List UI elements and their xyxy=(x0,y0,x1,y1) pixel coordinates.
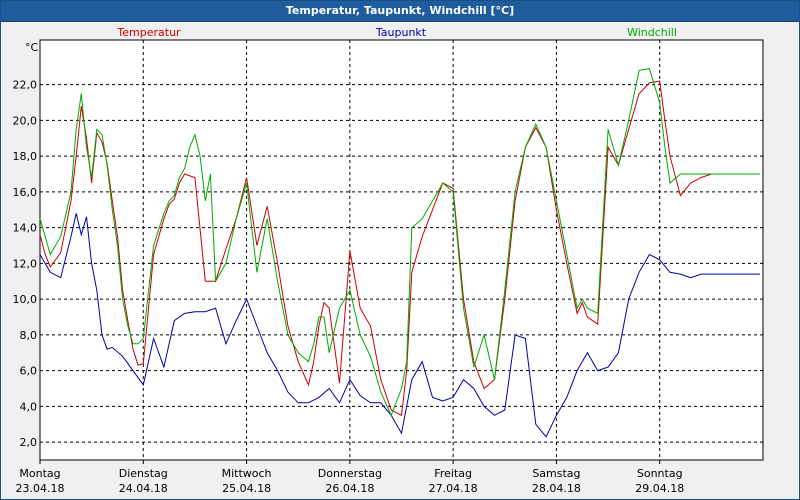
x-tick-label-day: Sonntag xyxy=(637,467,683,480)
legend-taupunkt: Taupunkt xyxy=(375,26,427,39)
series-line-temperatur xyxy=(39,80,760,417)
x-tick-label-day: Donnerstag xyxy=(318,467,382,480)
x-tick-label-day: Freitag xyxy=(434,467,472,480)
x-tick-label-date: 27.04.18 xyxy=(429,482,478,495)
y-tick-label: 18,0 xyxy=(13,150,38,163)
y-tick-label: 14,0 xyxy=(13,222,38,235)
y-tick-label: 22,0 xyxy=(13,79,38,92)
x-tick-label-date: 29.04.18 xyxy=(635,482,684,495)
y-tick-label: 12,0 xyxy=(13,257,38,270)
y-tick-label: 6,0 xyxy=(20,365,38,378)
y-tick-label: 16,0 xyxy=(13,186,38,199)
x-tick-label-date: 26.04.18 xyxy=(325,482,374,495)
x-tick-label-day: Montag xyxy=(19,467,60,480)
y-tick-label: 8,0 xyxy=(20,329,38,342)
x-tick-label-day: Samstag xyxy=(532,467,580,480)
series-line-windchill xyxy=(39,68,760,417)
legend-windchill: Windchill xyxy=(627,26,677,39)
x-tick-label-date: 25.04.18 xyxy=(222,482,271,495)
chart-area: 2,0 4,0 6,0 8,0 10,0 12,0 14,0 16,0 18,0 20,0 22,0… xyxy=(13,26,764,495)
window-title: Temperatur, Taupunkt, Windchill [°C] xyxy=(1,1,799,22)
x-tick-label-day: Dienstag xyxy=(119,467,168,480)
x-tick-label-date: 24.04.18 xyxy=(119,482,168,495)
x-tick-label-date: 28.04.18 xyxy=(532,482,581,495)
plot-area xyxy=(39,39,764,461)
y-tick-label: 20,0 xyxy=(13,114,38,127)
y-tick-label: 10,0 xyxy=(13,293,38,306)
x-tick-label-date: 23.04.18 xyxy=(16,482,65,495)
y-tick-label: 4,0 xyxy=(20,400,38,413)
x-tick-label-day: Mittwoch xyxy=(222,467,272,480)
legend-temperatur: Temperatur xyxy=(116,26,181,39)
series-line-taupunkt xyxy=(39,213,760,438)
y-tick-label: 2,0 xyxy=(20,436,38,449)
y-axis-label: °C xyxy=(25,41,39,54)
